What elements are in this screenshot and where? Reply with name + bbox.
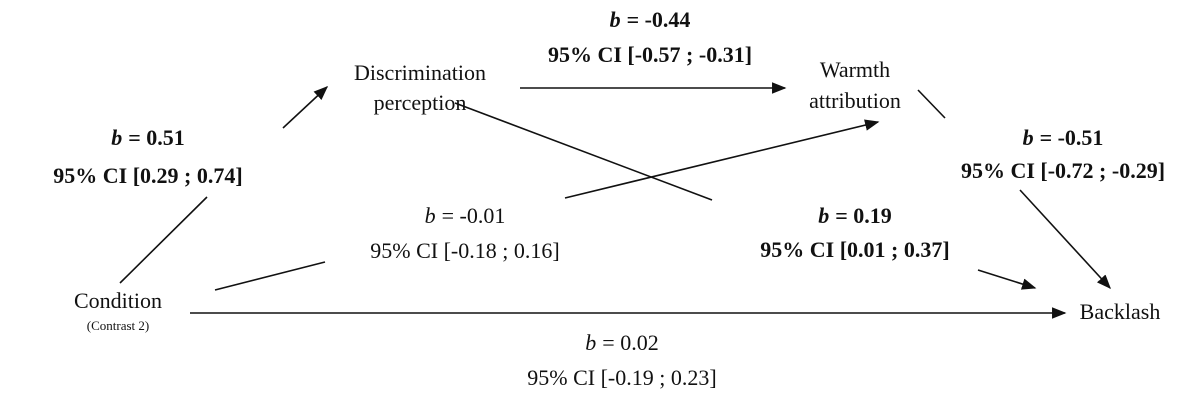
edge-coefficient: b = -0.51: [1023, 125, 1104, 150]
edge-ci: 95% CI [-0.18 ; 0.16]: [370, 238, 559, 263]
arrow: [282, 86, 329, 129]
node-note: (Contrast 2): [87, 318, 149, 333]
edge-coefficient: b = 0.19: [818, 203, 892, 228]
arrow: [977, 269, 1037, 290]
arrow-segment: [214, 261, 326, 291]
arrow-segment: [119, 196, 208, 284]
node-label: Condition: [74, 288, 162, 313]
edge-ci: 95% CI [0.29 ; 0.74]: [53, 163, 242, 188]
arrow: [564, 119, 880, 199]
node-label: Discrimination: [354, 60, 486, 85]
coef-symbol: b: [818, 203, 829, 228]
node-label: Backlash: [1080, 299, 1161, 324]
arrow-segment: [454, 102, 713, 201]
coef-value: = -0.01: [442, 203, 506, 228]
arrows: [119, 82, 1111, 319]
edge-ci: 95% CI [-0.72 ; -0.29]: [961, 158, 1165, 183]
coef-value: = 0.51: [128, 125, 185, 150]
edge-coefficient: b = 0.51: [111, 125, 185, 150]
coef-value: = -0.44: [627, 7, 691, 32]
coef-symbol: b: [585, 330, 596, 355]
coef-symbol: b: [425, 203, 436, 228]
coef-symbol: b: [1023, 125, 1034, 150]
arrow: [1019, 189, 1111, 290]
edge-ci: 95% CI [-0.19 ; 0.23]: [527, 365, 716, 390]
coef-value: = 0.02: [602, 330, 658, 355]
edge-coefficient: b = -0.01: [425, 203, 506, 228]
edge-ci: 95% CI [0.01 ; 0.37]: [760, 237, 949, 262]
edge-ci: 95% CI [-0.57 ; -0.31]: [548, 42, 752, 67]
coef-symbol: b: [111, 125, 122, 150]
arrow-segment: [917, 89, 946, 119]
edge-coefficient: b = -0.44: [610, 7, 691, 32]
node-label: perception: [374, 90, 467, 115]
node-label: attribution: [809, 88, 901, 113]
coef-value: = 0.19: [835, 203, 892, 228]
coef-symbol: b: [610, 7, 621, 32]
coef-value: = -0.51: [1040, 125, 1104, 150]
edge-coefficient: b = 0.02: [585, 330, 658, 355]
node-label: Warmth: [820, 57, 890, 82]
